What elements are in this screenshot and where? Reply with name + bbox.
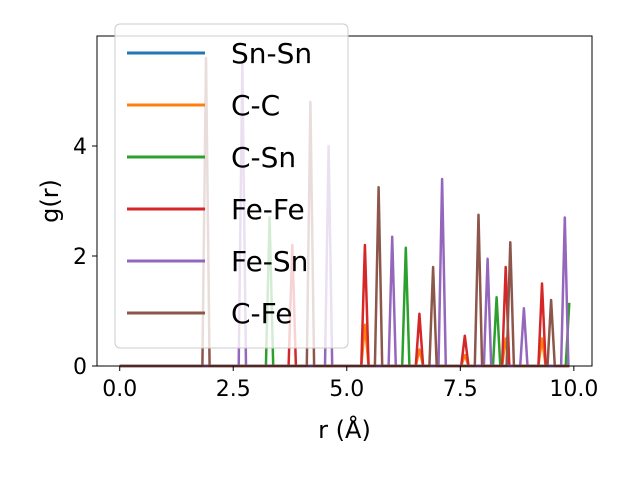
- x-tick-label: 10.0: [549, 377, 598, 402]
- x-tick-label: 2.5: [216, 377, 251, 402]
- legend-label-fe-sn: Fe-Sn: [231, 245, 308, 278]
- x-axis-label: r (Å): [318, 415, 371, 444]
- x-axis: 0.0 2.5 5.0 7.5 10.0: [102, 366, 598, 402]
- legend-label-sn-sn: Sn-Sn: [231, 37, 312, 70]
- y-tick-label: 0: [73, 355, 87, 380]
- x-tick-label: 5.0: [329, 377, 364, 402]
- legend-label-fe-fe: Fe-Fe: [231, 193, 305, 226]
- legend-label-c-sn: C-Sn: [231, 141, 296, 174]
- x-tick-label: 7.5: [443, 377, 478, 402]
- y-axis-label: g(r): [36, 179, 64, 223]
- legend-label-c-fe: C-Fe: [231, 297, 292, 330]
- y-axis: 0 2 4: [73, 135, 97, 380]
- y-tick-label: 2: [73, 245, 87, 270]
- x-tick-label: 0.0: [102, 377, 137, 402]
- legend: Sn-Sn C-C C-Sn Fe-Fe Fe-Sn C-Fe: [114, 23, 349, 349]
- legend-label-c-c: C-C: [231, 89, 280, 122]
- y-tick-label: 4: [73, 135, 87, 160]
